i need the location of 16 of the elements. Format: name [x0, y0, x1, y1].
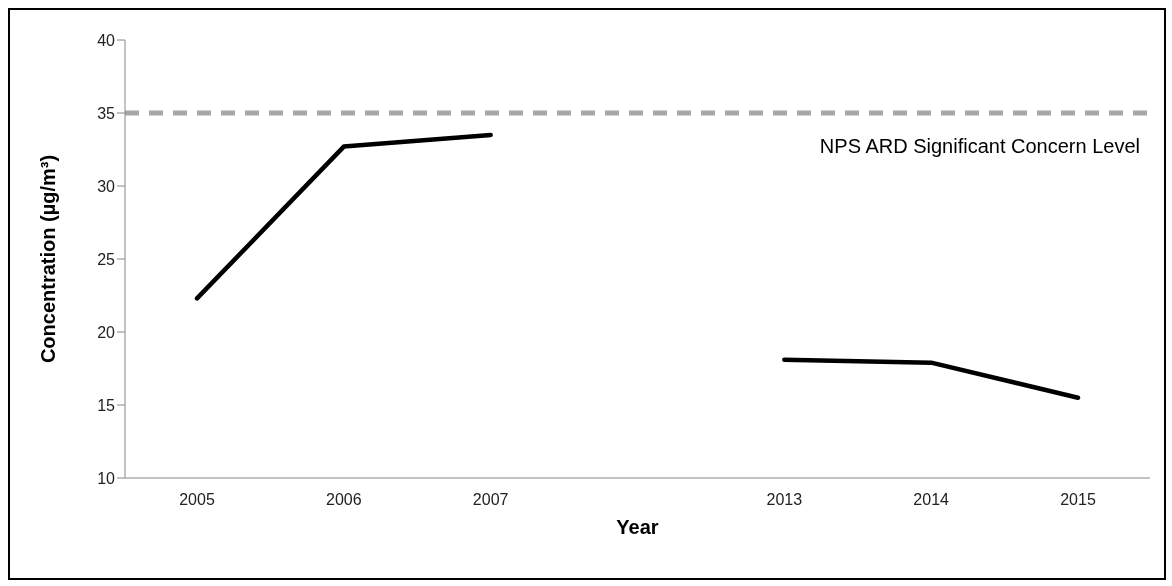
x-tick-label: 2013: [766, 491, 803, 509]
y-tick-label: 40: [97, 31, 116, 49]
y-tick-label: 30: [97, 177, 116, 195]
y-tick-label: 10: [97, 469, 116, 487]
y-axis-title: Concentration (µg/m³): [37, 154, 60, 364]
x-tick-label: 2005: [179, 491, 215, 509]
ref-line-label: NPS ARD Significant Concern Level: [819, 135, 1140, 157]
y-tick-label: 35: [97, 104, 116, 122]
x-tick-label: 2006: [326, 491, 362, 509]
x-tick-label: 2007: [472, 491, 509, 509]
y-tick-label: 20: [97, 323, 116, 341]
y-tick-label: 25: [97, 250, 116, 268]
x-tick-label: 2014: [913, 491, 950, 509]
x-tick-label: 2015: [1060, 491, 1096, 509]
y-tick-label: 15: [97, 396, 116, 414]
x-axis-title: Year: [616, 516, 659, 538]
